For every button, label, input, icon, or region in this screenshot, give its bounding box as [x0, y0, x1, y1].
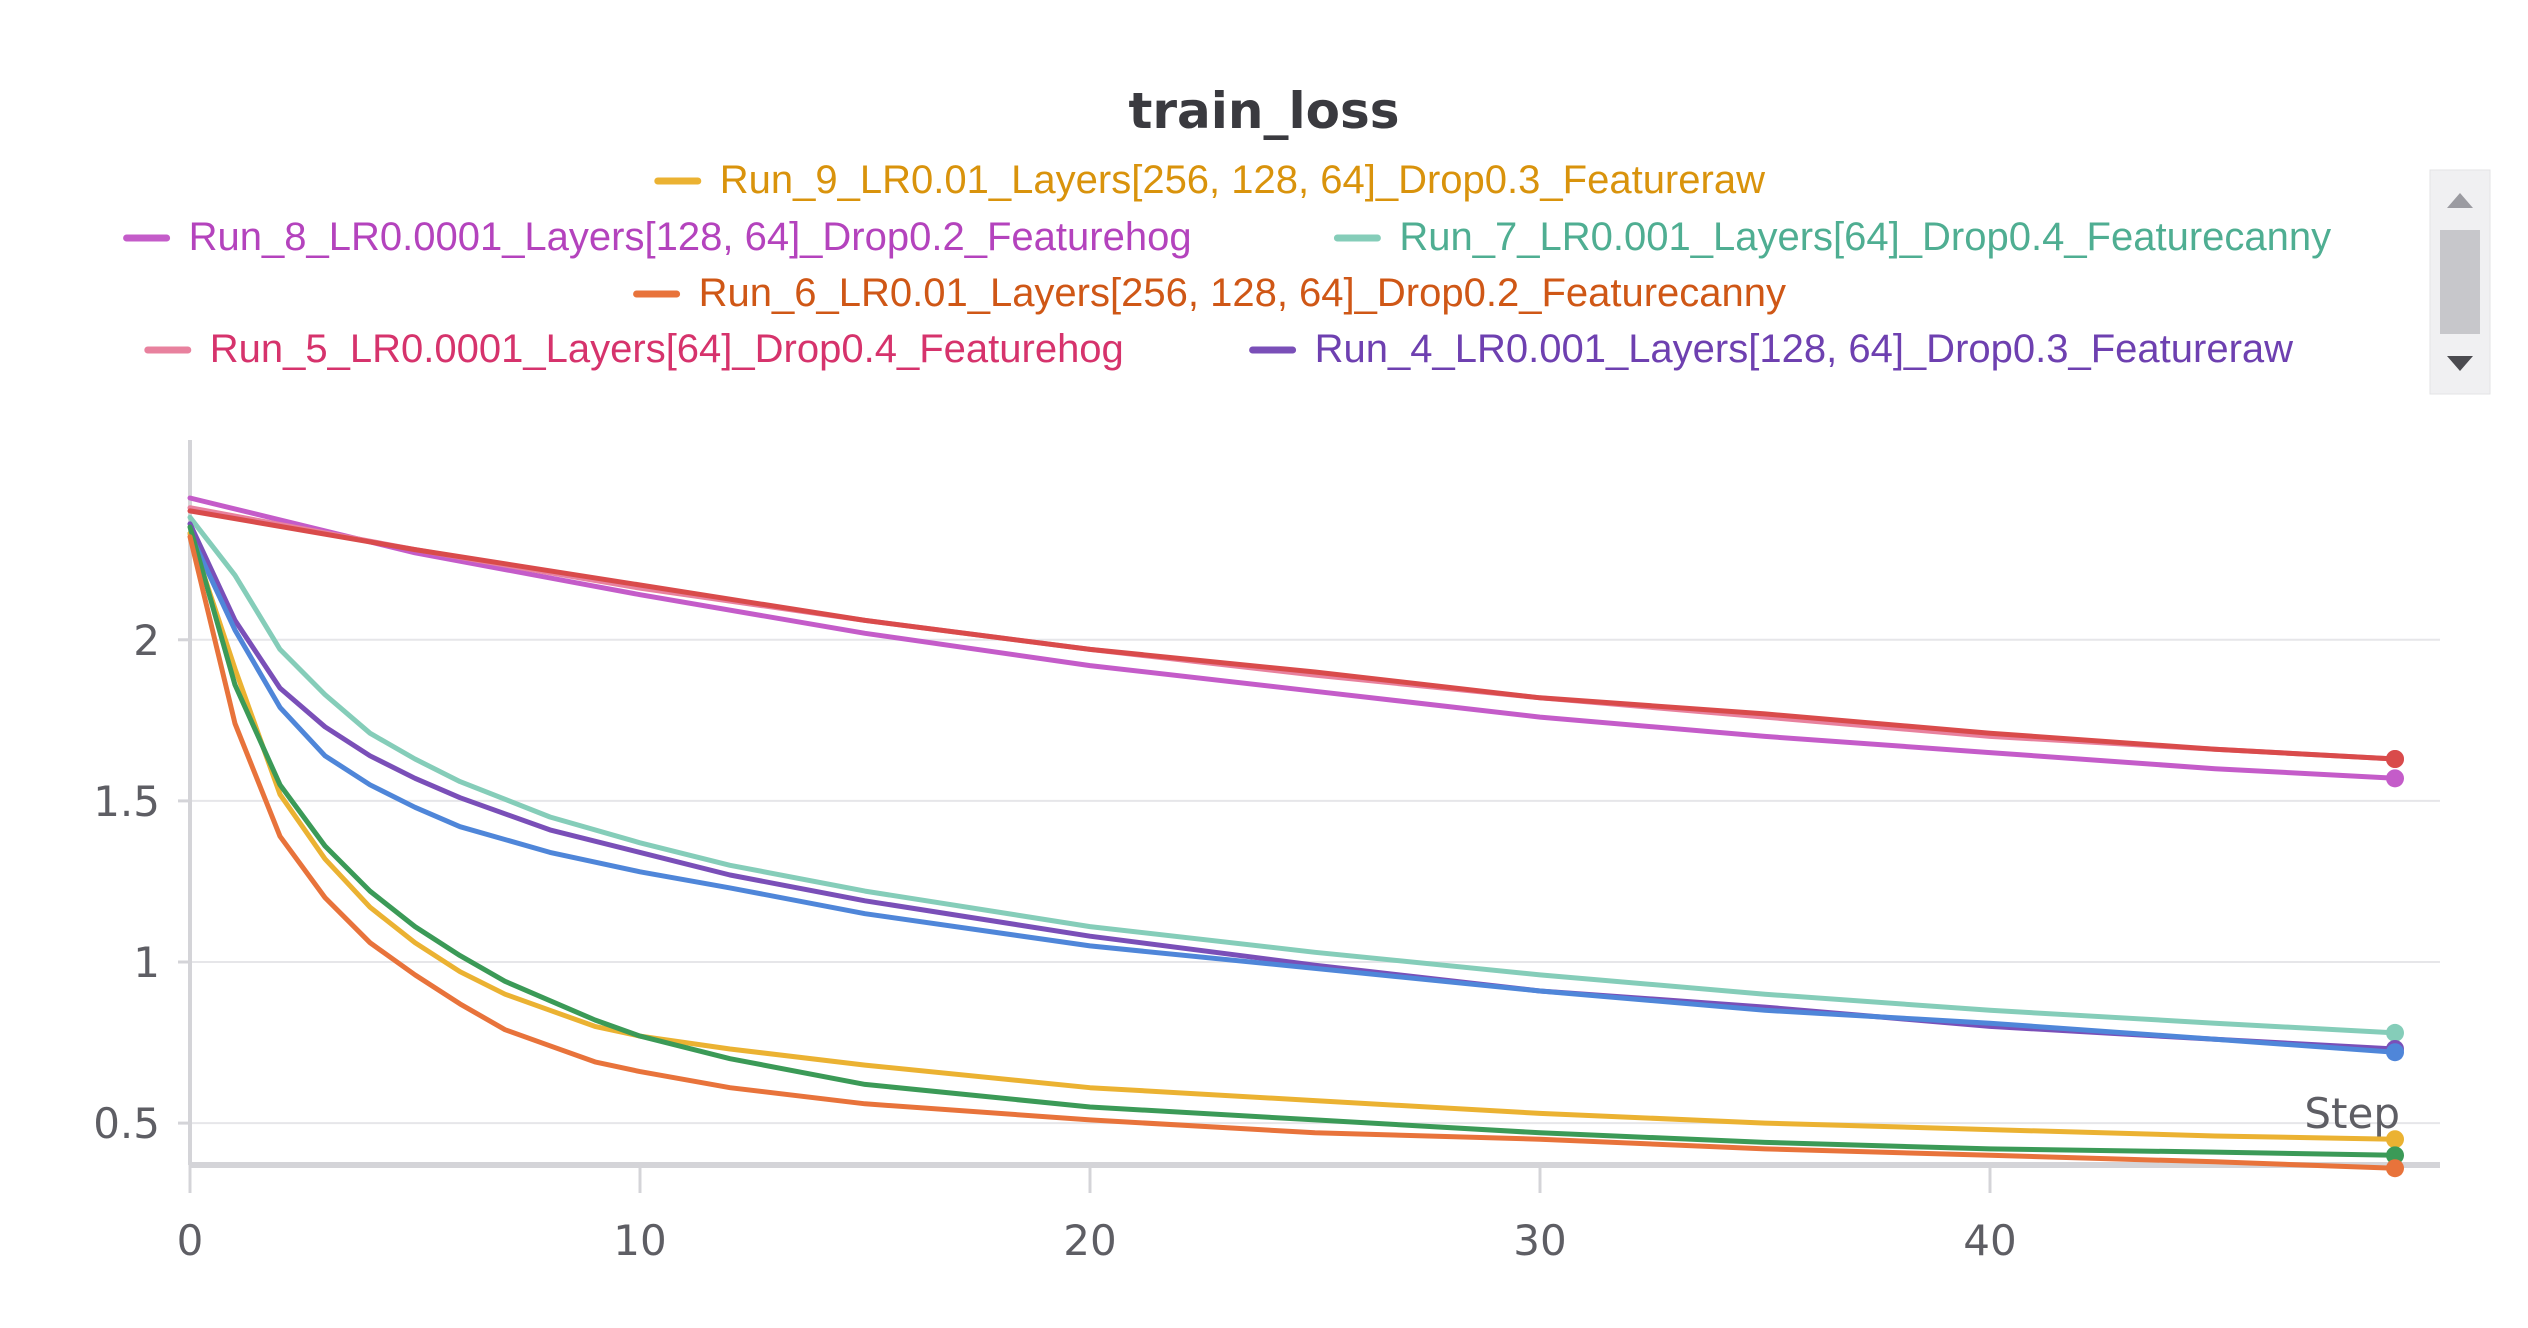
x-tick-label: 10 — [613, 1216, 666, 1265]
y-tick-label: 1 — [133, 938, 160, 987]
scroll-thumb[interactable] — [2440, 230, 2480, 334]
series-line-8 — [187, 524, 2398, 1158]
series-line-4 — [187, 514, 2398, 1036]
series-end-marker-6 — [2386, 1043, 2404, 1062]
scroll-down-icon[interactable] — [2447, 356, 2473, 371]
x-tick-label: 30 — [1513, 1216, 1566, 1265]
axes — [178, 440, 2440, 1193]
scroll-up-icon[interactable] — [2447, 193, 2473, 208]
series-lines — [187, 495, 2404, 1178]
series-end-marker-4 — [2386, 1023, 2404, 1042]
legend-label-4: Run_6_LR0.01_Layers[256, 128, 64]_Drop0.… — [699, 271, 1786, 315]
legend-label-1: Run_9_LR0.01_Layers[256, 128, 64]_Drop0.… — [720, 158, 1765, 202]
series-line-6 — [187, 530, 2398, 1055]
series-line-2 — [187, 505, 2398, 762]
x-tick-label: 40 — [1963, 1216, 2016, 1265]
series-end-marker-8 — [2386, 1146, 2404, 1165]
series-end-marker-3 — [2386, 750, 2404, 768]
series-line-1 — [187, 495, 2398, 781]
series-line-3 — [187, 508, 2398, 762]
x-tick-label: 0 — [177, 1216, 204, 1265]
series-line-7 — [187, 530, 2398, 1142]
legend: Run_9_LR0.01_Layers[256, 128, 64]_Drop0.… — [123, 158, 2331, 371]
series-end-marker-7 — [2386, 1130, 2404, 1149]
series-line-9 — [187, 534, 2398, 1171]
tick-labels: 0.511.520 10 20 30 40 — [93, 616, 2017, 1265]
legend-label-5: Run_5_LR0.0001_Layers[64]_Drop0.4_Featur… — [210, 327, 1124, 371]
series-line-5 — [187, 521, 2398, 1052]
series-end-marker-9 — [2386, 1159, 2404, 1178]
x-tick-label: 20 — [1063, 1216, 1116, 1265]
y-tick-label: 2 — [133, 616, 160, 665]
grid — [190, 638, 2440, 1125]
legend-label-6: Run_4_LR0.001_Layers[128, 64]_Drop0.3_Fe… — [1315, 327, 2294, 371]
series-end-marker-1 — [2386, 769, 2404, 788]
legend-label-3: Run_7_LR0.001_Layers[64]_Drop0.4_Feature… — [1399, 215, 2331, 259]
y-tick-label: 1.5 — [93, 777, 160, 826]
legend-scrollbar[interactable] — [2429, 169, 2491, 395]
y-tick-label: 0.5 — [93, 1099, 160, 1148]
legend-label-2: Run_8_LR0.0001_Layers[128, 64]_Drop0.2_F… — [189, 215, 1192, 259]
chart-title: train_loss — [1128, 82, 1399, 140]
x-axis-label: Step — [2304, 1089, 2400, 1138]
